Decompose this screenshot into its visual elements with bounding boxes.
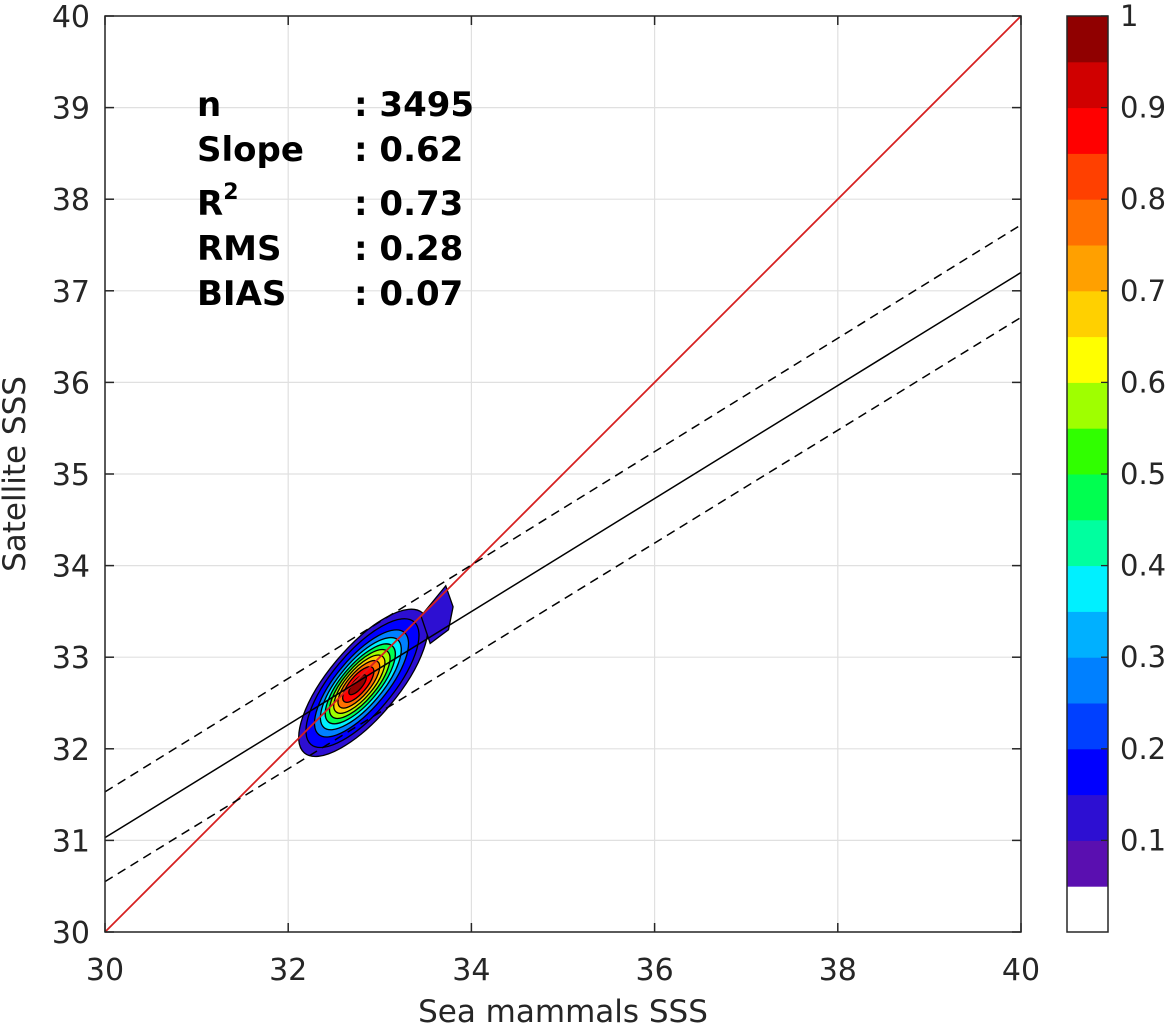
stat-label-0: n <box>197 85 221 125</box>
x-tick-label-4: 38 <box>819 953 857 988</box>
colorbar-tick-label-2: 0.3 <box>1120 640 1166 674</box>
colorbar-segment-0 <box>1067 886 1108 933</box>
density-contours <box>298 584 454 758</box>
x-tick-label-2: 34 <box>452 953 490 988</box>
stat-value-2: : 0.73 <box>354 184 463 224</box>
identity-line <box>105 16 1021 932</box>
y-tick-labels: 30 31 32 33 34 35 36 37 38 39 40 <box>52 0 90 951</box>
colorbar-segment-6 <box>1067 611 1108 658</box>
colorbar-tick-label-8: 0.9 <box>1120 91 1166 125</box>
y-tick-label-2: 32 <box>52 733 90 768</box>
density-contour-tail <box>420 584 454 645</box>
x-axis-label: Sea mammals SSS <box>418 994 708 1028</box>
x-tick-label-5: 40 <box>1002 953 1040 988</box>
colorbar-tick-label-9: 1 <box>1120 0 1138 33</box>
colorbar-segment-11 <box>1067 382 1108 429</box>
y-tick-label-10: 40 <box>52 0 90 35</box>
colorbar-segment-15 <box>1067 199 1108 246</box>
axis-ticks <box>104 15 1022 933</box>
colorbar-tick-label-5: 0.6 <box>1120 365 1166 399</box>
colorbar-segment-3 <box>1067 748 1108 796</box>
colorbar-segment-10 <box>1067 428 1108 475</box>
stat-value-0: : 3495 <box>354 85 474 125</box>
y-tick-label-7: 37 <box>52 275 90 310</box>
stat-label-4: BIAS <box>197 274 286 314</box>
stat-value-4: : 0.07 <box>354 274 463 314</box>
colorbar-tick-label-0: 0.1 <box>1120 823 1166 857</box>
y-tick-label-1: 31 <box>52 824 90 859</box>
colorbar-segment-1 <box>1067 840 1108 887</box>
colorbar: 0.1 0.2 0.3 0.4 0.5 0.6 0.7 0.8 0.9 1 <box>1066 0 1166 933</box>
x-tick-label-3: 36 <box>636 953 674 988</box>
colorbar-segment-4 <box>1067 703 1108 750</box>
regression-minus-rms-line <box>105 316 1021 883</box>
colorbar-segment-19 <box>1067 16 1108 63</box>
colorbar-segment-12 <box>1067 336 1108 383</box>
colorbar-tick-label-7: 0.8 <box>1120 182 1166 216</box>
colorbar-tick-label-4: 0.5 <box>1120 457 1166 491</box>
y-tick-label-9: 39 <box>52 92 90 127</box>
colorbar-segment-17 <box>1067 107 1108 154</box>
x-tick-label-1: 32 <box>269 953 307 988</box>
y-tick-label-8: 38 <box>52 183 90 218</box>
y-tick-label-3: 33 <box>52 641 90 676</box>
colorbar-segment-16 <box>1067 153 1108 200</box>
stat-label-3: RMS <box>197 229 282 269</box>
colorbar-segment-9 <box>1067 474 1108 521</box>
colorbar-segment-7 <box>1067 565 1108 612</box>
y-tick-label-4: 34 <box>52 550 90 585</box>
colorbar-tick-label-1: 0.2 <box>1120 732 1166 766</box>
y-tick-label-0: 30 <box>52 916 90 951</box>
stat-value-3: : 0.28 <box>354 229 463 269</box>
stat-label-1: Slope <box>197 130 304 170</box>
colorbar-tick-label-3: 0.4 <box>1120 549 1166 583</box>
colorbar-segment-2 <box>1067 794 1108 841</box>
colorbar-segment-14 <box>1067 245 1108 292</box>
y-tick-label-6: 36 <box>52 366 90 401</box>
x-tick-label-0: 30 <box>86 953 124 988</box>
stat-value-1: : 0.62 <box>354 130 463 170</box>
x-tick-labels: 30 32 34 36 38 40 <box>86 953 1040 988</box>
stat-label-2: R2 <box>197 180 239 224</box>
y-axis-label: Satellite SSS <box>0 376 33 572</box>
colorbar-segment-5 <box>1067 657 1108 704</box>
stat-label-sup-2: 2 <box>223 180 238 205</box>
colorbar-segment-8 <box>1067 519 1108 567</box>
fit-lines <box>105 16 1021 932</box>
colorbar-segment-18 <box>1067 61 1108 109</box>
y-tick-label-5: 35 <box>52 458 90 493</box>
regression-line <box>105 271 1021 839</box>
colorbar-segment-13 <box>1067 290 1108 338</box>
colorbar-tick-label-6: 0.7 <box>1120 274 1166 308</box>
